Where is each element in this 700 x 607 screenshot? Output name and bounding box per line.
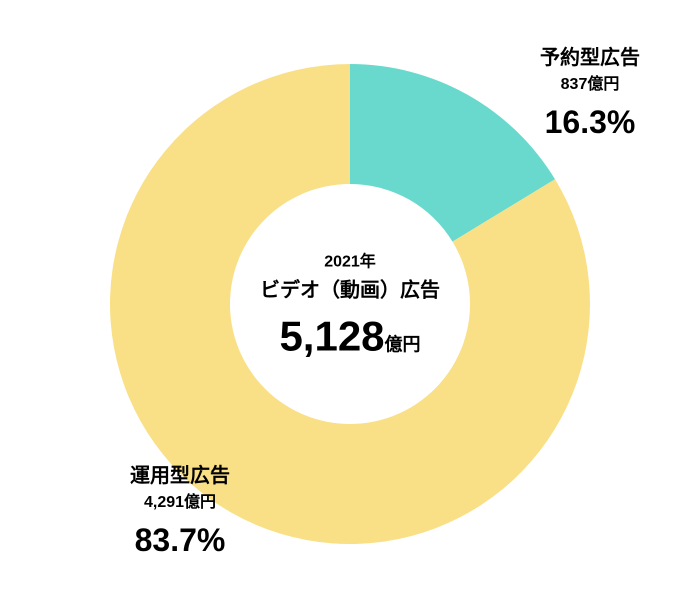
segment-name: 予約型広告	[540, 44, 640, 72]
chart-center: 2021年 ビデオ（動画）広告 5,128億円	[220, 247, 480, 360]
center-value-line: 5,128億円	[220, 312, 480, 360]
segment-name: 運用型広告	[130, 462, 230, 490]
segment-label-reserved: 予約型広告 837億円 16.3%	[540, 44, 640, 145]
center-unit: 億円	[385, 334, 421, 354]
center-year: 2021年	[220, 247, 480, 271]
donut-chart: 2021年 ビデオ（動画）広告 5,128億円 予約型広告 837億円 16.3…	[0, 0, 700, 607]
center-value: 5,128	[279, 312, 384, 359]
segment-amount: 4,291億円	[130, 492, 230, 514]
segment-label-programmatic: 運用型広告 4,291億円 83.7%	[130, 462, 230, 563]
center-title: ビデオ（動画）広告	[220, 273, 480, 302]
segment-percent: 83.7%	[130, 518, 230, 563]
segment-amount: 837億円	[540, 74, 640, 96]
segment-percent: 16.3%	[540, 100, 640, 145]
